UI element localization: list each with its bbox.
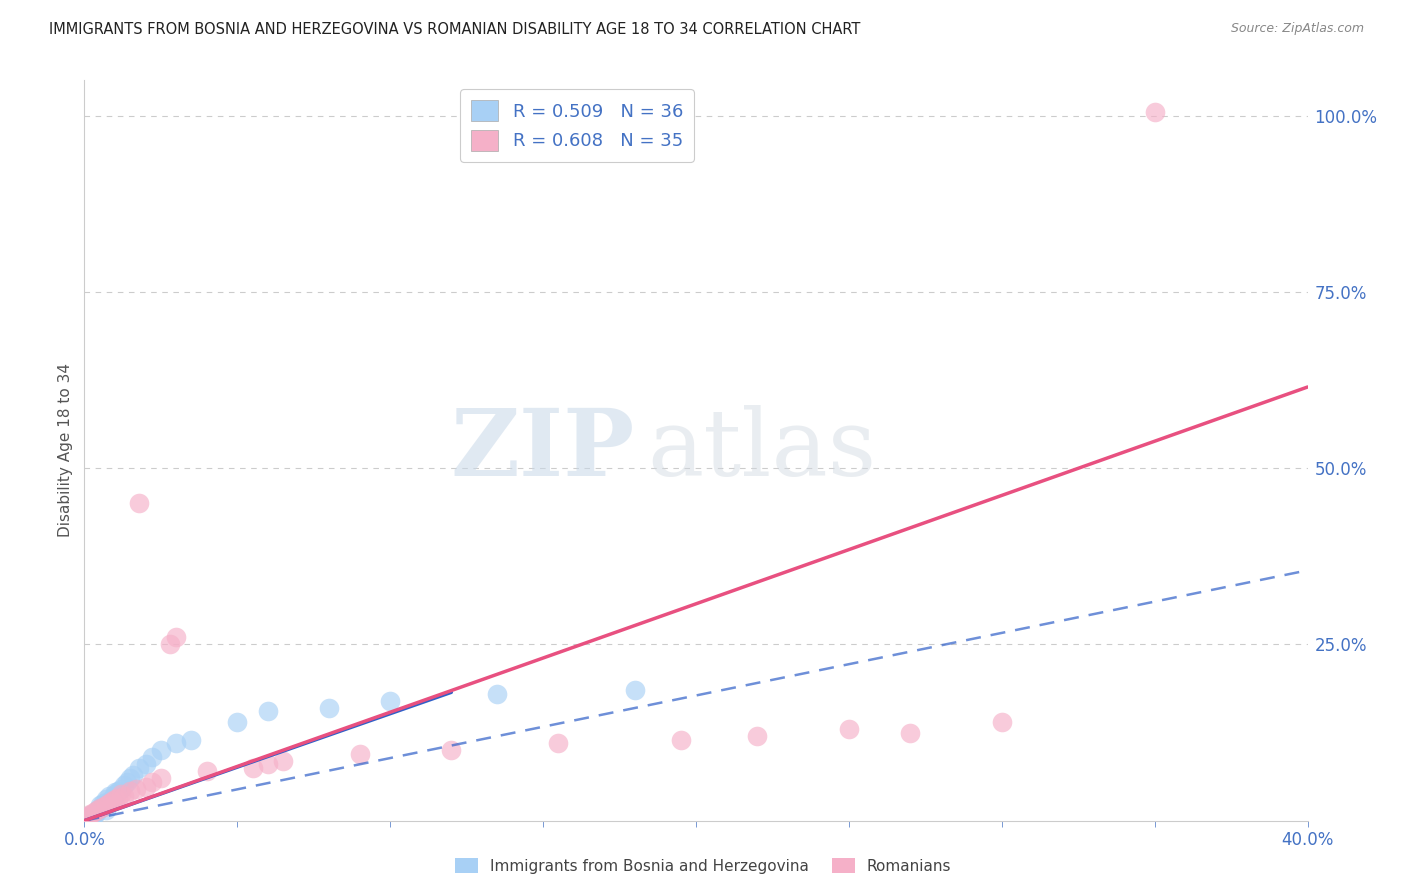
Point bbox=[141, 750, 163, 764]
Point bbox=[107, 791, 129, 805]
Point bbox=[83, 806, 105, 821]
Point bbox=[128, 496, 150, 510]
Point bbox=[128, 761, 150, 775]
Point bbox=[91, 799, 114, 814]
Point bbox=[104, 792, 127, 806]
Point bbox=[747, 729, 769, 743]
Point bbox=[180, 732, 202, 747]
Point bbox=[79, 808, 101, 822]
Point bbox=[91, 796, 114, 810]
Point bbox=[79, 806, 101, 821]
Point bbox=[440, 743, 463, 757]
Point bbox=[991, 714, 1014, 729]
Point bbox=[112, 778, 135, 792]
Point bbox=[101, 791, 124, 805]
Point bbox=[257, 704, 280, 718]
Point bbox=[135, 757, 157, 772]
Point bbox=[97, 794, 120, 808]
Point bbox=[125, 781, 148, 796]
Point bbox=[149, 772, 172, 786]
Point bbox=[257, 757, 280, 772]
Point bbox=[97, 789, 120, 803]
Point bbox=[89, 798, 111, 813]
Point bbox=[195, 764, 218, 779]
Point bbox=[89, 801, 111, 815]
Text: IMMIGRANTS FROM BOSNIA AND HERZEGOVINA VS ROMANIAN DISABILITY AGE 18 TO 34 CORRE: IMMIGRANTS FROM BOSNIA AND HERZEGOVINA V… bbox=[49, 22, 860, 37]
Point bbox=[149, 743, 172, 757]
Point bbox=[89, 801, 111, 815]
Point bbox=[669, 732, 692, 747]
Point bbox=[271, 754, 294, 768]
Point bbox=[97, 796, 120, 810]
Point bbox=[242, 761, 264, 775]
Point bbox=[94, 792, 117, 806]
Point bbox=[380, 694, 402, 708]
Point bbox=[110, 787, 132, 801]
Point bbox=[83, 809, 105, 823]
Point bbox=[101, 794, 124, 808]
Point bbox=[120, 784, 142, 798]
Point bbox=[486, 687, 509, 701]
Point bbox=[86, 803, 108, 817]
Point bbox=[76, 810, 98, 824]
Point bbox=[120, 772, 142, 786]
Point bbox=[94, 798, 117, 813]
Point bbox=[107, 784, 129, 798]
Text: Source: ZipAtlas.com: Source: ZipAtlas.com bbox=[1230, 22, 1364, 36]
Point bbox=[112, 789, 135, 803]
Point bbox=[83, 805, 105, 820]
Point bbox=[141, 775, 163, 789]
Point bbox=[547, 736, 569, 750]
Point bbox=[122, 768, 145, 782]
Point bbox=[86, 803, 108, 817]
Point bbox=[86, 805, 108, 820]
Y-axis label: Disability Age 18 to 34: Disability Age 18 to 34 bbox=[58, 363, 73, 538]
Point bbox=[115, 775, 138, 789]
Point bbox=[165, 736, 187, 750]
Point bbox=[159, 637, 181, 651]
Point bbox=[898, 725, 921, 739]
Point bbox=[110, 781, 132, 796]
Point bbox=[226, 714, 249, 729]
Legend: R = 0.509   N = 36, R = 0.608   N = 35: R = 0.509 N = 36, R = 0.608 N = 35 bbox=[460, 89, 695, 161]
Point bbox=[165, 630, 187, 644]
Point bbox=[838, 722, 860, 736]
Point bbox=[349, 747, 371, 761]
Text: atlas: atlas bbox=[647, 406, 876, 495]
Legend: Immigrants from Bosnia and Herzegovina, Romanians: Immigrants from Bosnia and Herzegovina, … bbox=[449, 852, 957, 880]
Point bbox=[91, 799, 114, 814]
Point bbox=[79, 808, 101, 822]
Point bbox=[1143, 105, 1166, 120]
Point bbox=[76, 810, 98, 824]
Text: ZIP: ZIP bbox=[450, 406, 636, 495]
Point bbox=[104, 785, 127, 799]
Point bbox=[104, 787, 127, 801]
Point bbox=[318, 701, 340, 715]
Point bbox=[135, 780, 157, 794]
Point bbox=[94, 803, 117, 817]
Point bbox=[624, 683, 647, 698]
Point bbox=[79, 812, 101, 826]
